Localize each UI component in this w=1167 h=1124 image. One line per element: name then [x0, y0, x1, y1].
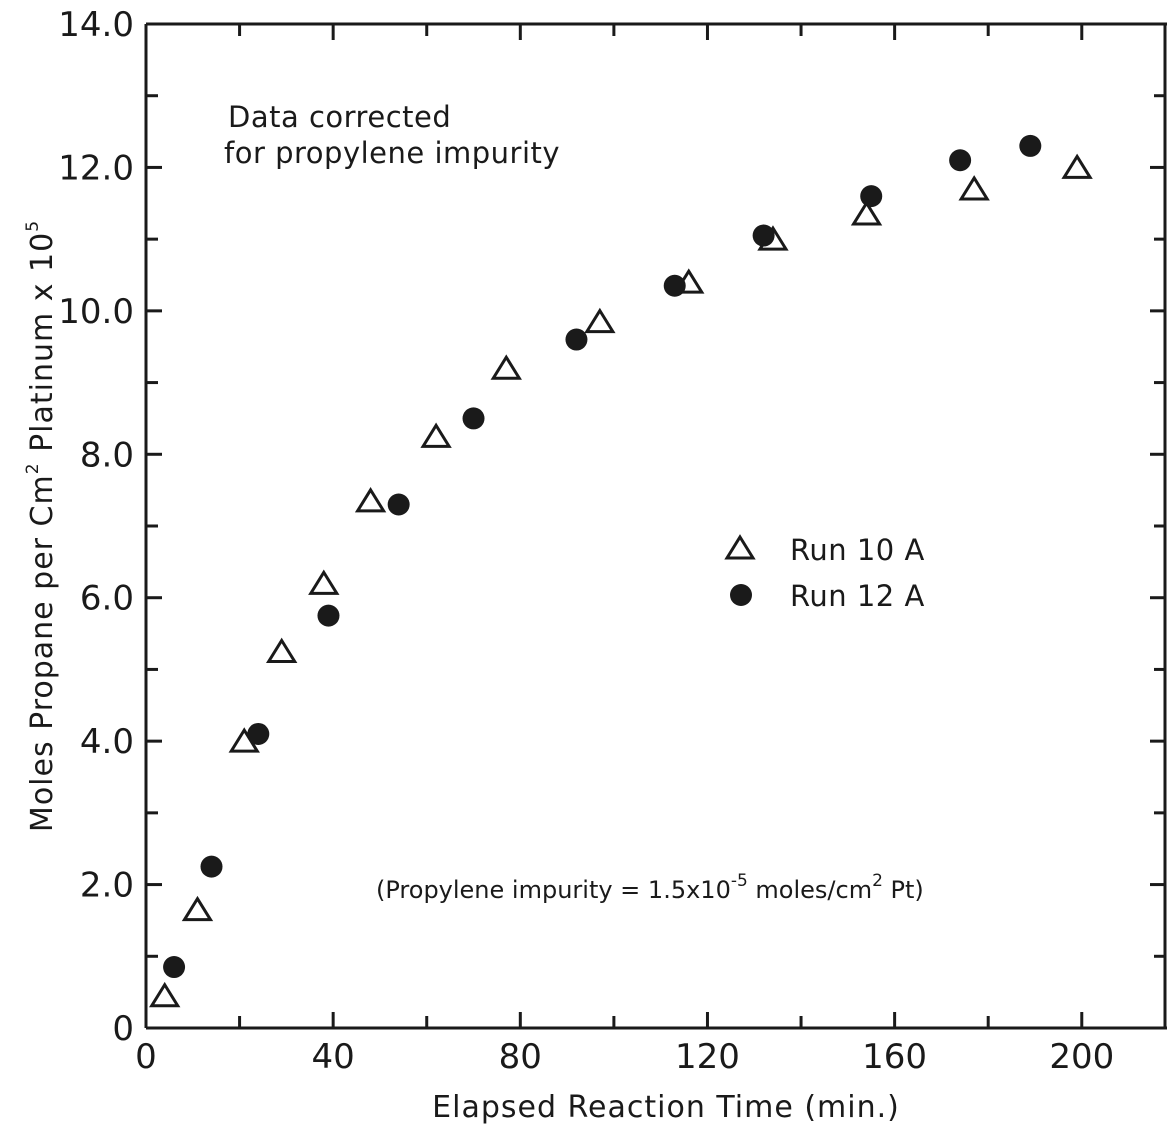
- x-tick-label: 200: [1049, 1037, 1114, 1077]
- run-12a-point: [200, 855, 223, 878]
- run-10a-point: [420, 422, 452, 448]
- run-10a-point: [958, 175, 990, 201]
- legend-circle-marker: [730, 584, 752, 606]
- run-12a-point: [387, 493, 410, 516]
- run-12a-point: [1019, 134, 1042, 157]
- correction-note-line1: Data corrected: [228, 100, 451, 134]
- run-12a-point: [247, 722, 270, 745]
- legend-label-run-10a: Run 10 A: [790, 533, 925, 567]
- run-10a-point: [850, 200, 883, 226]
- ticks: [144, 22, 1166, 1030]
- y-tick-label: 4.0: [80, 722, 134, 762]
- impurity-note: (Propylene impurity = 1.5x10-5 moles/cm2…: [376, 871, 924, 904]
- run-12a-point: [663, 274, 686, 297]
- y-tick-label: 14.0: [58, 5, 134, 45]
- y-tick-label: 12.0: [58, 148, 134, 188]
- run-12a-point: [949, 149, 972, 172]
- correction-note-line2: for propylene impurity: [224, 136, 560, 170]
- y-tick-label: 8.0: [80, 435, 134, 475]
- run-12a-point: [317, 604, 340, 627]
- run-10a-point: [149, 981, 181, 1008]
- y-tick-label: 6.0: [80, 579, 134, 619]
- legend: Run 10 A Run 12 A: [724, 533, 925, 613]
- x-axis-title: Elapsed Reaction Time (min.): [432, 1090, 900, 1124]
- legend-triangle-marker: [724, 534, 756, 560]
- run-12a-point: [565, 328, 588, 351]
- run-10a-point: [265, 637, 298, 663]
- run-12a-point: [163, 956, 186, 979]
- run-12a-point: [860, 185, 883, 208]
- x-tick-labels: 0 40 80 120 160 200: [135, 1037, 1114, 1077]
- run-10a-point: [308, 569, 340, 595]
- x-tick-label: 0: [135, 1037, 157, 1077]
- x-tick-label: 160: [862, 1037, 927, 1077]
- y-axis-title: Moles Propane per Cm2 Platinum x 105: [23, 220, 60, 832]
- run-10a-point: [584, 307, 616, 334]
- run-12a-point: [752, 224, 775, 247]
- y-tick-labels: 0 2.0 4.0 6.0 8.0 10.0 12.0 14.0: [58, 5, 134, 1049]
- y-tick-label: 0: [112, 1009, 134, 1049]
- x-tick-label: 40: [312, 1037, 355, 1077]
- y-tick-label: 10.0: [58, 292, 134, 332]
- legend-label-run-12a: Run 12 A: [790, 579, 925, 613]
- run-10a-point: [1061, 153, 1093, 179]
- y-tick-label: 2.0: [80, 866, 134, 906]
- x-tick-label: 80: [499, 1037, 542, 1077]
- run-12a-point: [462, 407, 485, 430]
- run-10a-point: [490, 354, 522, 380]
- data-markers: [149, 134, 1093, 1008]
- run-10a-point: [354, 487, 387, 513]
- x-tick-label: 120: [675, 1037, 740, 1077]
- run-10a-point: [181, 895, 214, 922]
